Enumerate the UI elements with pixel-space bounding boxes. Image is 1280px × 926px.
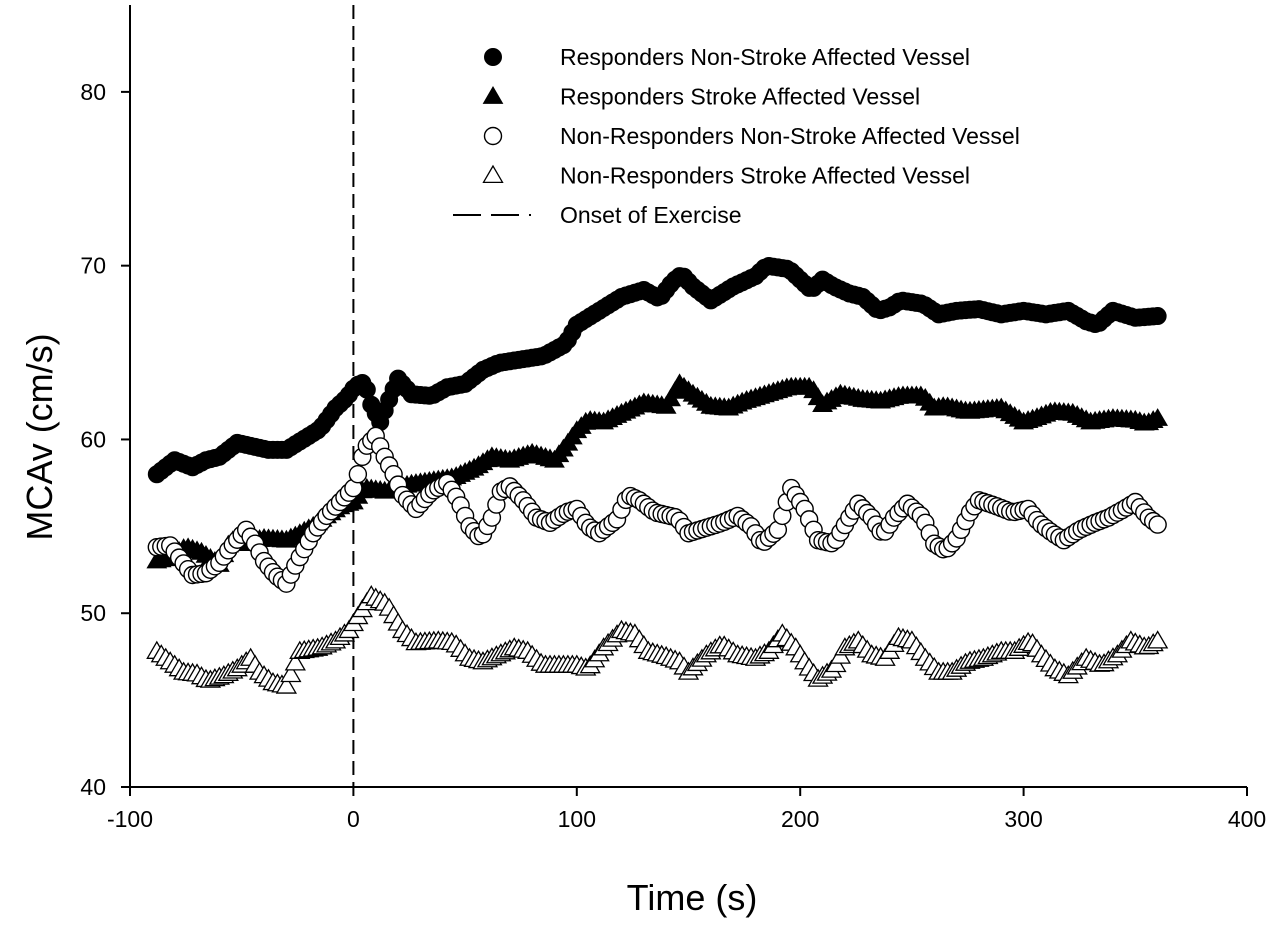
series-1 [147,257,1167,484]
legend-label: Responders Stroke Affected Vessel [560,84,920,110]
x-tick-label: 400 [1228,806,1266,832]
legend-item: Responders Stroke Affected Vessel [482,84,920,110]
legend-marker [482,164,504,183]
x-tick-label: 300 [1004,806,1042,832]
legend-label: Responders Non-Stroke Affected Vessel [560,44,970,70]
y-tick-label: 70 [80,253,106,279]
legend-label: Onset of Exercise [560,202,742,228]
data-point [357,380,376,399]
legend-item: Non-Responders Stroke Affected Vessel [482,163,970,189]
data-point [280,663,302,683]
y-tick-label: 80 [80,79,106,105]
data-point [1148,515,1167,534]
x-tick-label: -100 [107,806,153,832]
series-3 [147,426,1167,593]
x-tick-label: 0 [347,806,360,832]
legend-marker [483,126,503,146]
y-tick-label: 50 [80,600,106,626]
legend-label: Non-Responders Non-Stroke Affected Vesse… [560,123,1020,149]
legend-label: Non-Responders Stroke Affected Vessel [560,163,970,189]
data-point [1148,307,1167,326]
x-tick-label: 100 [558,806,596,832]
y-axis-title: MCAv (cm/s) [19,333,60,540]
legend-marker [484,48,502,66]
series-2 [146,373,1169,572]
legend-marker [482,86,504,104]
data-point [348,465,368,484]
series-4 [146,585,1169,694]
legend-item: Onset of Exercise [453,202,742,228]
data-point [284,652,306,671]
data-point [1147,630,1169,649]
data-layer [146,257,1169,694]
y-tick-label: 40 [80,774,106,800]
legend-item: Responders Non-Stroke Affected Vessel [484,44,970,70]
legend: Responders Non-Stroke Affected Vessel Res… [453,44,1020,228]
legend-item: Non-Responders Non-Stroke Affected Vesse… [483,123,1020,149]
x-axis-title: Time (s) [627,877,758,918]
data-point [1147,408,1169,426]
data-point [275,675,298,694]
x-tick-label: 200 [781,806,819,832]
y-tick-label: 60 [80,426,106,452]
axes-layer: -100 0 100 200 300 400 40 50 60 70 80 [80,5,1266,832]
